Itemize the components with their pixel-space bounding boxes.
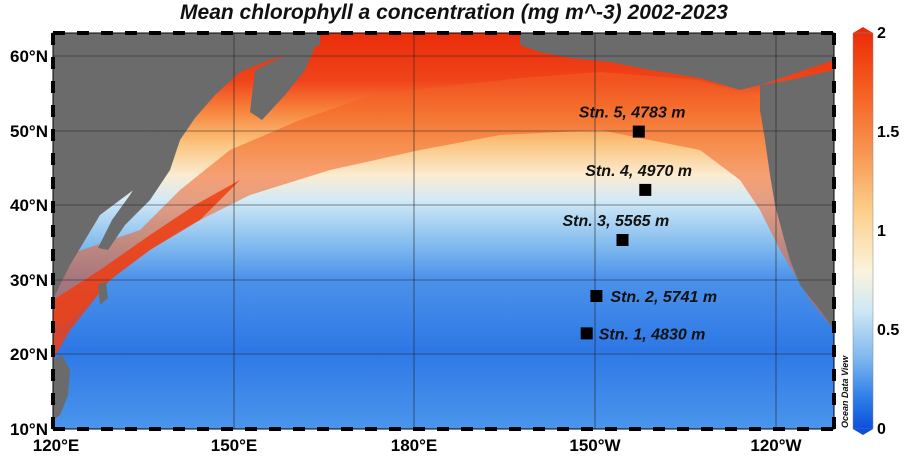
station-label: Stn. 4, 4970 m <box>585 163 692 180</box>
lat-label: 20°N <box>10 345 48 364</box>
station-marker <box>616 234 629 246</box>
lon-label: 180°E <box>391 436 438 455</box>
longitude-labels: 120°E 150°E 180°E 150°W 120°W <box>33 436 803 455</box>
map-title: Mean chlorophyll a concentration (mg m^-… <box>180 1 728 24</box>
map-frame-ticks <box>51 31 836 431</box>
colorbar-bottom-arrow <box>853 429 873 435</box>
station-label: Stn. 1, 4830 m <box>599 326 706 343</box>
station-label: Stn. 3, 5565 m <box>563 213 670 230</box>
map-panel <box>53 33 834 429</box>
colorbar-tick: 0 <box>877 421 886 438</box>
station-label: Stn. 5, 4783 m <box>579 105 686 122</box>
station-label: Stn. 2, 5741 m <box>610 289 717 306</box>
colorbar-tick: 1.5 <box>877 124 899 141</box>
lat-label: 40°N <box>10 196 48 215</box>
latitude-labels: 60°N 50°N 40°N 30°N 20°N 10°N <box>10 47 48 439</box>
lon-label: 150°E <box>211 436 258 455</box>
lat-label: 60°N <box>10 47 48 66</box>
colorbar-tick: 2 <box>877 25 886 42</box>
station-marker <box>639 183 652 196</box>
lat-label: 30°N <box>10 271 48 290</box>
coastal-bloom-west <box>53 180 240 360</box>
watermark: Ocean Data View <box>840 355 850 428</box>
lon-label: 120°E <box>33 436 80 455</box>
lon-label: 120°W <box>750 436 802 455</box>
lon-label: 150°W <box>569 436 621 455</box>
graticule <box>53 33 834 429</box>
colorbar-scale <box>852 32 874 430</box>
station-marker <box>580 327 593 340</box>
station-marker <box>632 125 645 138</box>
lat-label: 50°N <box>10 122 48 141</box>
colorbar: 2 1.5 1 0.5 0 <box>852 25 899 438</box>
stations: Stn. 1, 4830 m Stn. 2, 5741 m Stn. 3, 5565… <box>563 105 718 344</box>
colorbar-top-arrow <box>853 27 873 33</box>
colorbar-tick: 0.5 <box>877 322 899 339</box>
colorbar-tick: 1 <box>877 223 886 240</box>
station-marker <box>590 290 603 302</box>
lat-label: 10°N <box>10 420 48 439</box>
land <box>53 33 834 420</box>
